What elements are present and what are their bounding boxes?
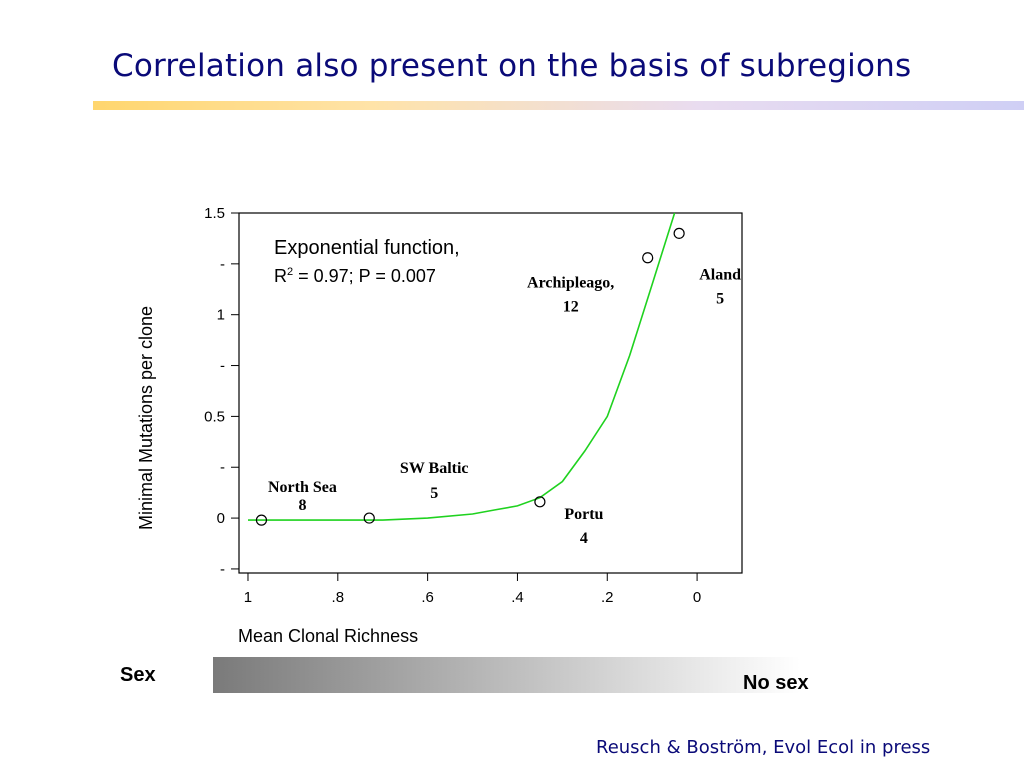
sex-gradient-bar [213,657,800,693]
point-label-count: 4 [580,530,588,547]
point-label-name: North Sea [268,479,337,496]
x-axis-ticks: 1 .8 .6 .4 .2 0 [244,573,701,606]
y-axis-ticks: 1.5 - 1 - 0.5 - 0 - [204,205,239,578]
x-tick-label: .6 [421,589,434,606]
fit-annotation-stats: = 0.97; P = 0.007 [293,266,436,286]
fit-annotation-line1: Exponential function, [274,237,460,259]
y-tick-label: 1.5 [204,205,225,222]
point-label-name: Portu [564,506,603,523]
fit-annotation-superscript: 2 [287,266,293,278]
x-tick-label: .2 [601,589,614,606]
sex-label: Sex [120,664,156,686]
exponential-fit-curve [248,212,676,521]
x-tick-label: 1 [244,589,252,606]
no-sex-label: No sex [743,672,809,694]
point-label-count: 8 [298,497,306,514]
point-label-name: Archipleago, [527,275,614,292]
point-label-count: 5 [716,290,724,307]
y-tick-label: - [220,561,225,578]
citation: Reusch & Boström, Evol Ecol in press [596,737,931,758]
y-axis-label: Minimal Mutations per clone [136,306,156,530]
y-tick-label: - [220,459,225,476]
x-tick-label: .8 [332,589,345,606]
y-tick-label: 0.5 [204,408,225,425]
point-label-name: SW Baltic [400,460,469,477]
x-tick-label: .4 [511,589,524,606]
fit-annotation-r: R [274,266,287,286]
y-tick-label: - [220,358,225,375]
data-point [363,512,375,524]
data-point [642,252,654,264]
y-tick-label: - [220,256,225,273]
y-tick-label: 1 [217,307,225,324]
fit-annotation-line2: R2 = 0.97; P = 0.007 [274,266,436,286]
point-label-count: 5 [430,485,438,502]
plot-frame [238,212,743,574]
data-point [255,514,268,526]
slide-title: Correlation also present on the basis of… [112,48,912,84]
data-point [673,227,685,239]
data-points [255,227,685,526]
title-divider [93,101,1024,110]
data-point [534,496,546,508]
point-label-count: 12 [563,299,579,316]
x-axis-label: Mean Clonal Richness [238,626,418,646]
y-tick-label: 0 [217,510,225,527]
point-label-name: Aland [699,266,741,283]
x-tick-label: 0 [693,589,701,606]
